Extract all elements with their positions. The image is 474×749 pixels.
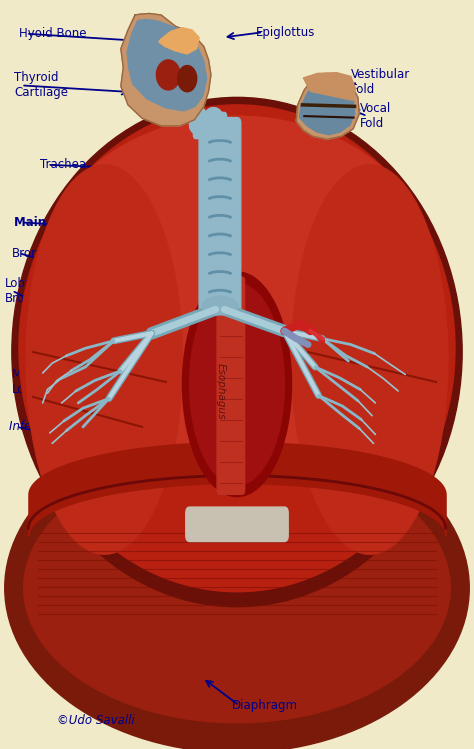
- Text: Pulmonary
Artery: Pulmonary Artery: [318, 244, 381, 273]
- Text: Middle
Lobe: Middle Lobe: [12, 368, 51, 396]
- Text: Pulmonary
Vein: Pulmonary Vein: [337, 279, 400, 308]
- Polygon shape: [296, 73, 359, 139]
- Ellipse shape: [5, 423, 469, 749]
- FancyBboxPatch shape: [186, 507, 288, 542]
- Polygon shape: [127, 19, 207, 111]
- Text: Vestibular
Fold: Vestibular Fold: [351, 68, 410, 97]
- Ellipse shape: [202, 297, 237, 315]
- Ellipse shape: [26, 165, 182, 554]
- Text: Epiglottus: Epiglottus: [256, 25, 315, 39]
- Text: Cricoid
Cartilage: Cricoid Cartilage: [220, 139, 274, 168]
- Text: Superior
Lobe: Superior Lobe: [28, 328, 79, 357]
- Text: Vocal
Fold: Vocal Fold: [360, 102, 392, 130]
- Text: Diaphragm: Diaphragm: [232, 699, 298, 712]
- Text: Bronchioles: Bronchioles: [12, 246, 81, 260]
- Text: Inferior Lobe: Inferior Lobe: [9, 420, 84, 434]
- Ellipse shape: [36, 116, 438, 453]
- Text: Lobar
Bronchi: Lobar Bronchi: [5, 276, 49, 305]
- FancyBboxPatch shape: [193, 112, 227, 139]
- Ellipse shape: [12, 97, 462, 607]
- FancyBboxPatch shape: [199, 118, 241, 313]
- Text: Main Bronchi: Main Bronchi: [14, 216, 101, 229]
- Text: Inferior Lobe: Inferior Lobe: [270, 422, 345, 435]
- Text: Hyoid Bone: Hyoid Bone: [19, 27, 86, 40]
- Text: Esophagus: Esophagus: [216, 363, 226, 419]
- Text: ©Udo Savalli: ©Udo Savalli: [57, 714, 135, 727]
- Ellipse shape: [292, 165, 448, 554]
- Polygon shape: [300, 79, 355, 135]
- Ellipse shape: [190, 283, 284, 485]
- FancyBboxPatch shape: [217, 277, 245, 494]
- Text: Superior
Lobe: Superior Lobe: [322, 328, 373, 357]
- Ellipse shape: [178, 66, 197, 92]
- Text: Trachea: Trachea: [40, 158, 86, 172]
- Ellipse shape: [156, 60, 180, 90]
- Polygon shape: [159, 28, 199, 54]
- Ellipse shape: [182, 272, 292, 497]
- Ellipse shape: [24, 453, 450, 723]
- Text: Thyroid
Cartilage: Thyroid Cartilage: [14, 71, 68, 100]
- Polygon shape: [121, 13, 211, 126]
- Polygon shape: [303, 73, 356, 100]
- Ellipse shape: [19, 105, 455, 592]
